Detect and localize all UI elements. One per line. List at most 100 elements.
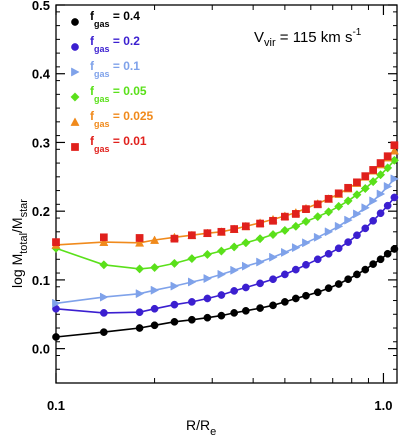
data-point [344,238,352,246]
x-axis-label-main: R/R [186,417,210,433]
data-point [361,224,370,233]
y-axis-label-mid: /M [9,217,25,233]
data-point [291,294,300,303]
data-point [188,231,196,240]
data-point [256,279,264,288]
data-point [383,201,392,210]
legend-entry: fgas = 0.2 [71,34,140,54]
data-point [344,183,352,192]
data-point [302,260,310,269]
annotation-main: V [254,29,264,46]
data-point [52,238,60,246]
data-point [269,216,277,225]
legend-marker [70,117,80,126]
data-point [135,289,145,299]
data-point [217,227,226,236]
data-point [313,255,322,264]
y-axis-label-sub1: total [18,233,30,254]
data-point [150,262,160,273]
data-point [313,288,322,297]
data-point [376,159,385,167]
data-point [135,324,144,332]
data-point [256,257,265,267]
data-point [313,212,323,222]
legend-entry: fgas = 0.1 [71,59,140,79]
legend-label-sub: gas [94,144,110,154]
data-point [188,298,196,306]
data-point [334,280,343,288]
data-point [99,233,108,242]
legend-entry: fgas = 0.01 [71,134,147,154]
data-point [361,265,370,274]
data-point [302,291,310,300]
data-point [324,194,333,203]
data-point [255,234,265,244]
data-point [313,200,322,209]
series-2 [52,193,399,317]
data-point [135,238,145,247]
data-point [353,209,362,219]
data-point [217,291,226,299]
legend-label-main: f [90,109,95,123]
data-point [281,270,289,279]
data-point [99,309,108,317]
data-point [369,196,378,206]
data-point [269,301,277,310]
data-point [269,252,278,262]
data-point [334,201,344,211]
data-point [389,155,399,165]
data-point [241,222,250,231]
data-point [368,177,378,187]
data-point [230,309,239,317]
data-point [203,294,212,303]
data-point [302,238,311,248]
data-point [334,244,343,253]
series-layer [51,141,400,341]
series-4 [51,155,399,274]
data-point [150,285,160,295]
series-6 [52,141,399,246]
legend-label-rest: = 0.4 [110,9,141,23]
legend-label: fgas = 0.05 [90,84,147,104]
data-point [291,210,300,218]
x-tick-label: 1.0 [374,398,392,413]
annotation-sup: -1 [352,27,361,38]
data-point [361,172,370,180]
data-point [188,315,196,324]
series-3 [52,174,400,308]
legend-label: fgas = 0.1 [90,59,140,79]
annotation-sub: vir [264,37,276,49]
data-point [390,141,399,150]
data-point [281,298,289,306]
data-point [99,328,108,336]
data-point [170,281,180,291]
data-point [230,225,239,233]
legend-label-main: f [90,134,95,148]
data-point [369,260,377,268]
data-point [135,234,144,242]
data-point [99,260,109,270]
data-point [334,189,343,198]
data-point [187,254,197,264]
y-tick-label: 0.4 [32,67,51,82]
data-point [150,321,159,330]
data-point [291,243,301,253]
y-axis-label-sub2: star [18,199,30,218]
x-axis-label: R/Re [186,417,216,438]
legend-marker [71,43,79,51]
data-point [268,229,278,240]
annotation-rest: = 115 km s [276,29,353,46]
data-point [269,275,277,284]
data-point [170,234,179,243]
data-point [313,232,323,242]
data-point [230,265,239,275]
legend-label-rest: = 0.1 [110,59,141,73]
data-point [52,298,61,308]
data-point [241,306,250,315]
legend-label-sub: gas [94,94,110,104]
legend-label-sub: gas [94,119,110,129]
series-1 [52,245,399,341]
legend-label-rest: = 0.025 [110,109,154,123]
y-axis-label-main: log M [9,254,25,288]
